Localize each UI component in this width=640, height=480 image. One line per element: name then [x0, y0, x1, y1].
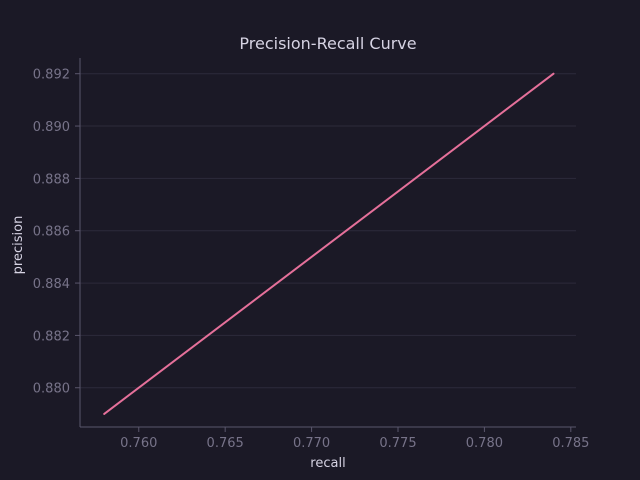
- axes-spines: [79, 58, 576, 428]
- y-tick-label: 0.886: [33, 225, 70, 240]
- pr-curve-line: [103, 72, 555, 415]
- x-tick-label: 0.775: [379, 436, 416, 451]
- y-axis-title: precision: [11, 216, 26, 275]
- x-axis-ticks: 0.760 0.765 0.770 0.775 0.780 0.785: [120, 427, 589, 451]
- x-axis-title: recall: [310, 456, 345, 471]
- y-tick-label: 0.888: [33, 172, 70, 187]
- y-tick-label: 0.882: [33, 329, 70, 344]
- series-layer: [103, 72, 555, 415]
- y-axis-ticks: 0.880 0.882 0.884 0.886 0.888 0.890 0.892: [33, 68, 80, 397]
- y-tick-label: 0.892: [33, 68, 70, 83]
- y-tick-label: 0.890: [33, 120, 70, 135]
- x-tick-label: 0.780: [466, 436, 503, 451]
- y-tick-label: 0.880: [33, 382, 70, 397]
- x-tick-label: 0.765: [207, 436, 244, 451]
- y-tick-label: 0.884: [33, 277, 70, 292]
- x-tick-label: 0.785: [552, 436, 589, 451]
- x-tick-label: 0.760: [120, 436, 157, 451]
- x-tick-label: 0.770: [293, 436, 330, 451]
- chart-title: Precision-Recall Curve: [239, 34, 416, 53]
- grid-layer: [80, 73, 576, 389]
